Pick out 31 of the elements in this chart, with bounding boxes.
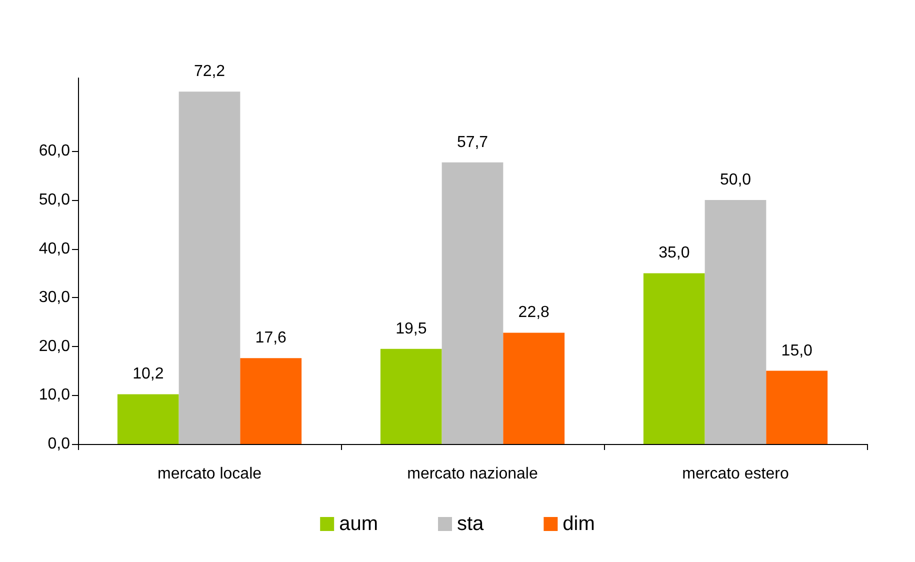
data-label: 35,0 <box>658 244 690 262</box>
bar <box>380 348 442 444</box>
x-tick-label: mercato nazionale <box>407 466 538 482</box>
y-tick-label: 0,0 <box>48 436 70 452</box>
y-tick-label: 30,0 <box>38 289 70 306</box>
y-tick-label: 20,0 <box>38 338 70 355</box>
bar <box>178 92 240 444</box>
data-label: 17,6 <box>255 330 287 347</box>
data-label: 19,5 <box>396 320 427 338</box>
x-tick-label: mercato estero <box>682 466 789 482</box>
bar <box>766 370 828 444</box>
legend-label: sta <box>457 513 485 535</box>
y-tick-label: 50,0 <box>38 192 70 208</box>
bar <box>442 162 504 444</box>
data-label: 57,7 <box>456 134 488 151</box>
bar <box>117 394 179 444</box>
data-label: 22,8 <box>518 304 550 322</box>
y-tick-label: 40,0 <box>38 240 70 258</box>
y-tick-label: 10,0 <box>38 386 70 404</box>
y-tick-label: 60,0 <box>38 142 70 160</box>
bar <box>704 200 766 444</box>
data-label: 72,2 <box>194 63 226 80</box>
data-label: 10,2 <box>132 366 164 383</box>
bar <box>643 273 705 444</box>
legend-label: dim <box>562 513 595 535</box>
data-label: 15,0 <box>781 342 813 360</box>
x-tick-label: mercato locale <box>157 466 262 482</box>
bar <box>503 332 565 444</box>
data-label: 50,0 <box>720 172 752 188</box>
legend-label: aum <box>339 513 378 535</box>
bar <box>240 358 302 444</box>
